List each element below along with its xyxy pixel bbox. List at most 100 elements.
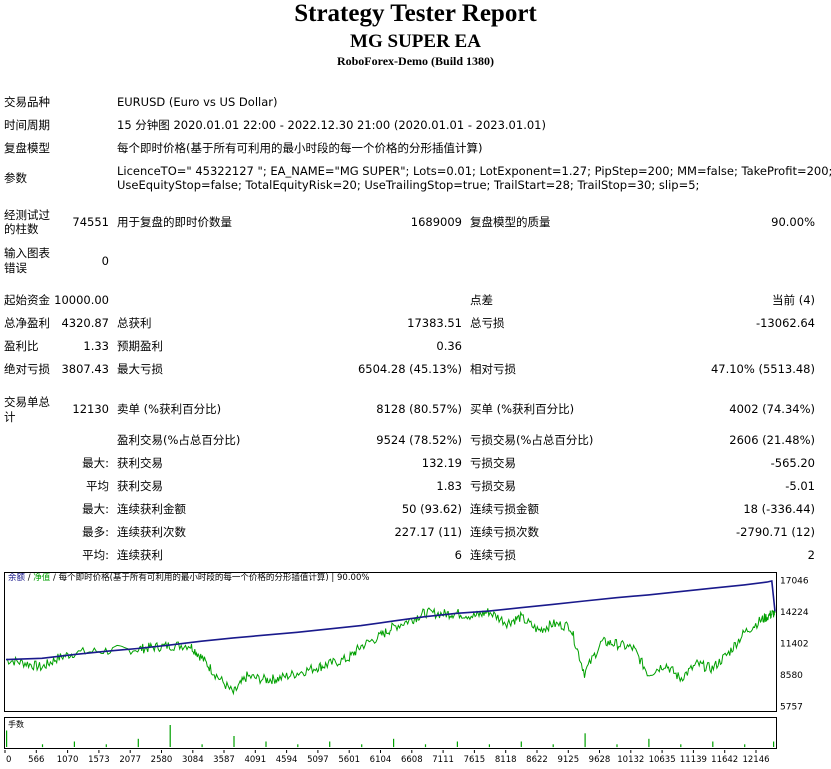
symbol-value: EURUSD (Euro vs US Dollar)	[117, 95, 278, 109]
volume-bar	[773, 741, 775, 747]
legend-equity-label: 净值	[33, 573, 51, 583]
mismatch-label-2: 错误	[4, 261, 27, 275]
volume-bar	[201, 744, 203, 748]
gross-profit-value: 17383.51	[407, 316, 462, 330]
volume-bar	[105, 744, 107, 748]
long-trades-label: 买单 (%获利百分比)	[470, 402, 575, 416]
profit-factor-label: 盈利比	[4, 339, 39, 353]
largest-profit-label: 获利交易	[117, 456, 163, 470]
payoff-label: 预期盈利	[117, 339, 163, 353]
y-tick-label: 14224	[780, 608, 809, 618]
max-consec-label: 最大:	[82, 502, 109, 516]
max-drawdown-label: 最大亏损	[117, 362, 163, 376]
profit-trades-value: 9524 (78.52%)	[376, 433, 462, 447]
avg-consec-loss-value: 2	[807, 548, 815, 562]
report-title: Strategy Tester Report	[294, 0, 537, 27]
x-tick-label: 5097	[307, 755, 329, 765]
avg-consec-label: 平均:	[82, 548, 109, 562]
volume-bar	[744, 744, 746, 748]
x-tick-label: 7111	[432, 755, 454, 765]
average-profit-value: 1.83	[436, 479, 462, 493]
spread-value: 当前 (4)	[772, 293, 815, 307]
deposit-label: 起始资金	[4, 293, 50, 307]
volume-bar	[552, 744, 554, 748]
volume-bar	[361, 744, 363, 748]
volume-bar	[233, 736, 235, 747]
x-tick-label: 5601	[338, 755, 360, 765]
chart-legend: 余额 / 净值 / 每个即时价格(基于所有可利用的最小时段的每一个价格的分形插值…	[8, 573, 369, 584]
legend-sep-1: /	[25, 573, 34, 583]
largest-label: 最大:	[82, 456, 109, 470]
x-tick-label: 9125	[557, 755, 579, 765]
x-tick-label: 10635	[649, 755, 676, 765]
volume-bar	[616, 744, 618, 748]
average-profit-label: 获利交易	[117, 479, 163, 493]
profit-trades-label: 盈利交易(%占总百分比)	[117, 433, 241, 447]
most-consec-profit-label: 连续获利次数	[117, 525, 186, 539]
model-value: 每个即时价格(基于所有可利用的最小时段的每一个价格的分形插值计算)	[117, 141, 483, 155]
volume-bar	[329, 741, 331, 747]
volume-bar	[680, 744, 682, 748]
x-tick-label: 11642	[711, 755, 738, 765]
ticks-value: 1689009	[410, 215, 462, 229]
mismatch-value: 0	[101, 254, 109, 268]
y-axis: 17046 14224 11402 8580 5757	[780, 577, 809, 713]
avg-consec-loss-label: 连续亏损	[470, 548, 516, 562]
x-tick-label: 4594	[276, 755, 298, 765]
volume-bar	[488, 744, 490, 748]
bars-label-2: 的柱数	[4, 222, 39, 236]
short-trades-label: 卖单 (%获利百分比)	[117, 402, 222, 416]
total-trades-label-1: 交易单总	[4, 395, 50, 409]
volume-bar	[456, 741, 458, 747]
volume-bar	[584, 733, 586, 748]
profit-factor-value: 1.33	[83, 339, 109, 353]
balance-line	[5, 580, 776, 661]
volume-plot	[6, 725, 775, 748]
equity-chart	[4, 572, 777, 712]
gross-profit-label: 总获利	[117, 316, 152, 330]
volume-bar	[6, 730, 8, 747]
ea-name: MG SUPER EA	[350, 31, 481, 52]
x-tick-label: 6104	[370, 755, 392, 765]
net-profit-label: 总净盈利	[4, 316, 50, 330]
mismatch-label-1: 输入图表	[4, 246, 50, 260]
legend-sep-3: |	[328, 573, 338, 583]
volume-bar	[73, 741, 75, 747]
x-tick-label: 8622	[526, 755, 548, 765]
quality-label: 复盘模型的质量	[470, 215, 551, 229]
legend-quality-label: 90.00%	[337, 573, 370, 583]
deposit-value: 10000.00	[54, 293, 109, 307]
y-tick-label: 5757	[780, 703, 803, 713]
volume-bar	[393, 738, 395, 748]
params-line-1: LicenceTO=" 45322127 "; EA_NAME="MG SUPE…	[117, 164, 831, 178]
volume-bar	[297, 744, 299, 748]
spread-label: 点差	[470, 293, 493, 307]
volume-label: 手数	[8, 720, 24, 729]
y-tick-label: 17046	[780, 577, 809, 587]
x-tick-label: 3587	[213, 755, 235, 765]
avg-consec-win-label: 连续获利	[117, 548, 163, 562]
max-consec-loss-value: 18 (-336.44)	[743, 502, 815, 516]
avg-consec-win-value: 6	[454, 548, 462, 562]
volume-bar	[712, 741, 714, 747]
max-consec-win-value: 50 (93.62)	[401, 502, 462, 516]
largest-profit-value: 132.19	[421, 456, 462, 470]
average-loss-value: -5.01	[785, 479, 815, 493]
legend-model-label: 每个即时价格(基于所有可利用的最小时段的每一个价格的分形插值计算)	[58, 573, 329, 583]
max-consec-loss-label: 连续亏损金额	[470, 502, 539, 516]
volume-chart: 手数	[4, 717, 777, 749]
most-consec-profit-value: 227.17 (11)	[394, 525, 462, 539]
x-tick-label: 2077	[119, 755, 141, 765]
payoff-value: 0.36	[436, 339, 462, 353]
long-trades-value: 4002 (74.34%)	[729, 402, 815, 416]
average-label: 平均	[86, 479, 109, 493]
y-tick-label: 8580	[780, 671, 803, 681]
y-tick-label: 11402	[780, 640, 809, 650]
gross-loss-label: 总亏损	[470, 316, 505, 330]
volume-bar	[424, 744, 427, 748]
quality-value: 90.00%	[771, 215, 815, 229]
max-drawdown-value: 6504.28 (45.13%)	[357, 362, 462, 376]
params-label: 参数	[4, 171, 27, 185]
most-consec-loss-label: 连续亏损次数	[470, 525, 539, 539]
loss-trades-value: 2606 (21.48%)	[729, 433, 815, 447]
